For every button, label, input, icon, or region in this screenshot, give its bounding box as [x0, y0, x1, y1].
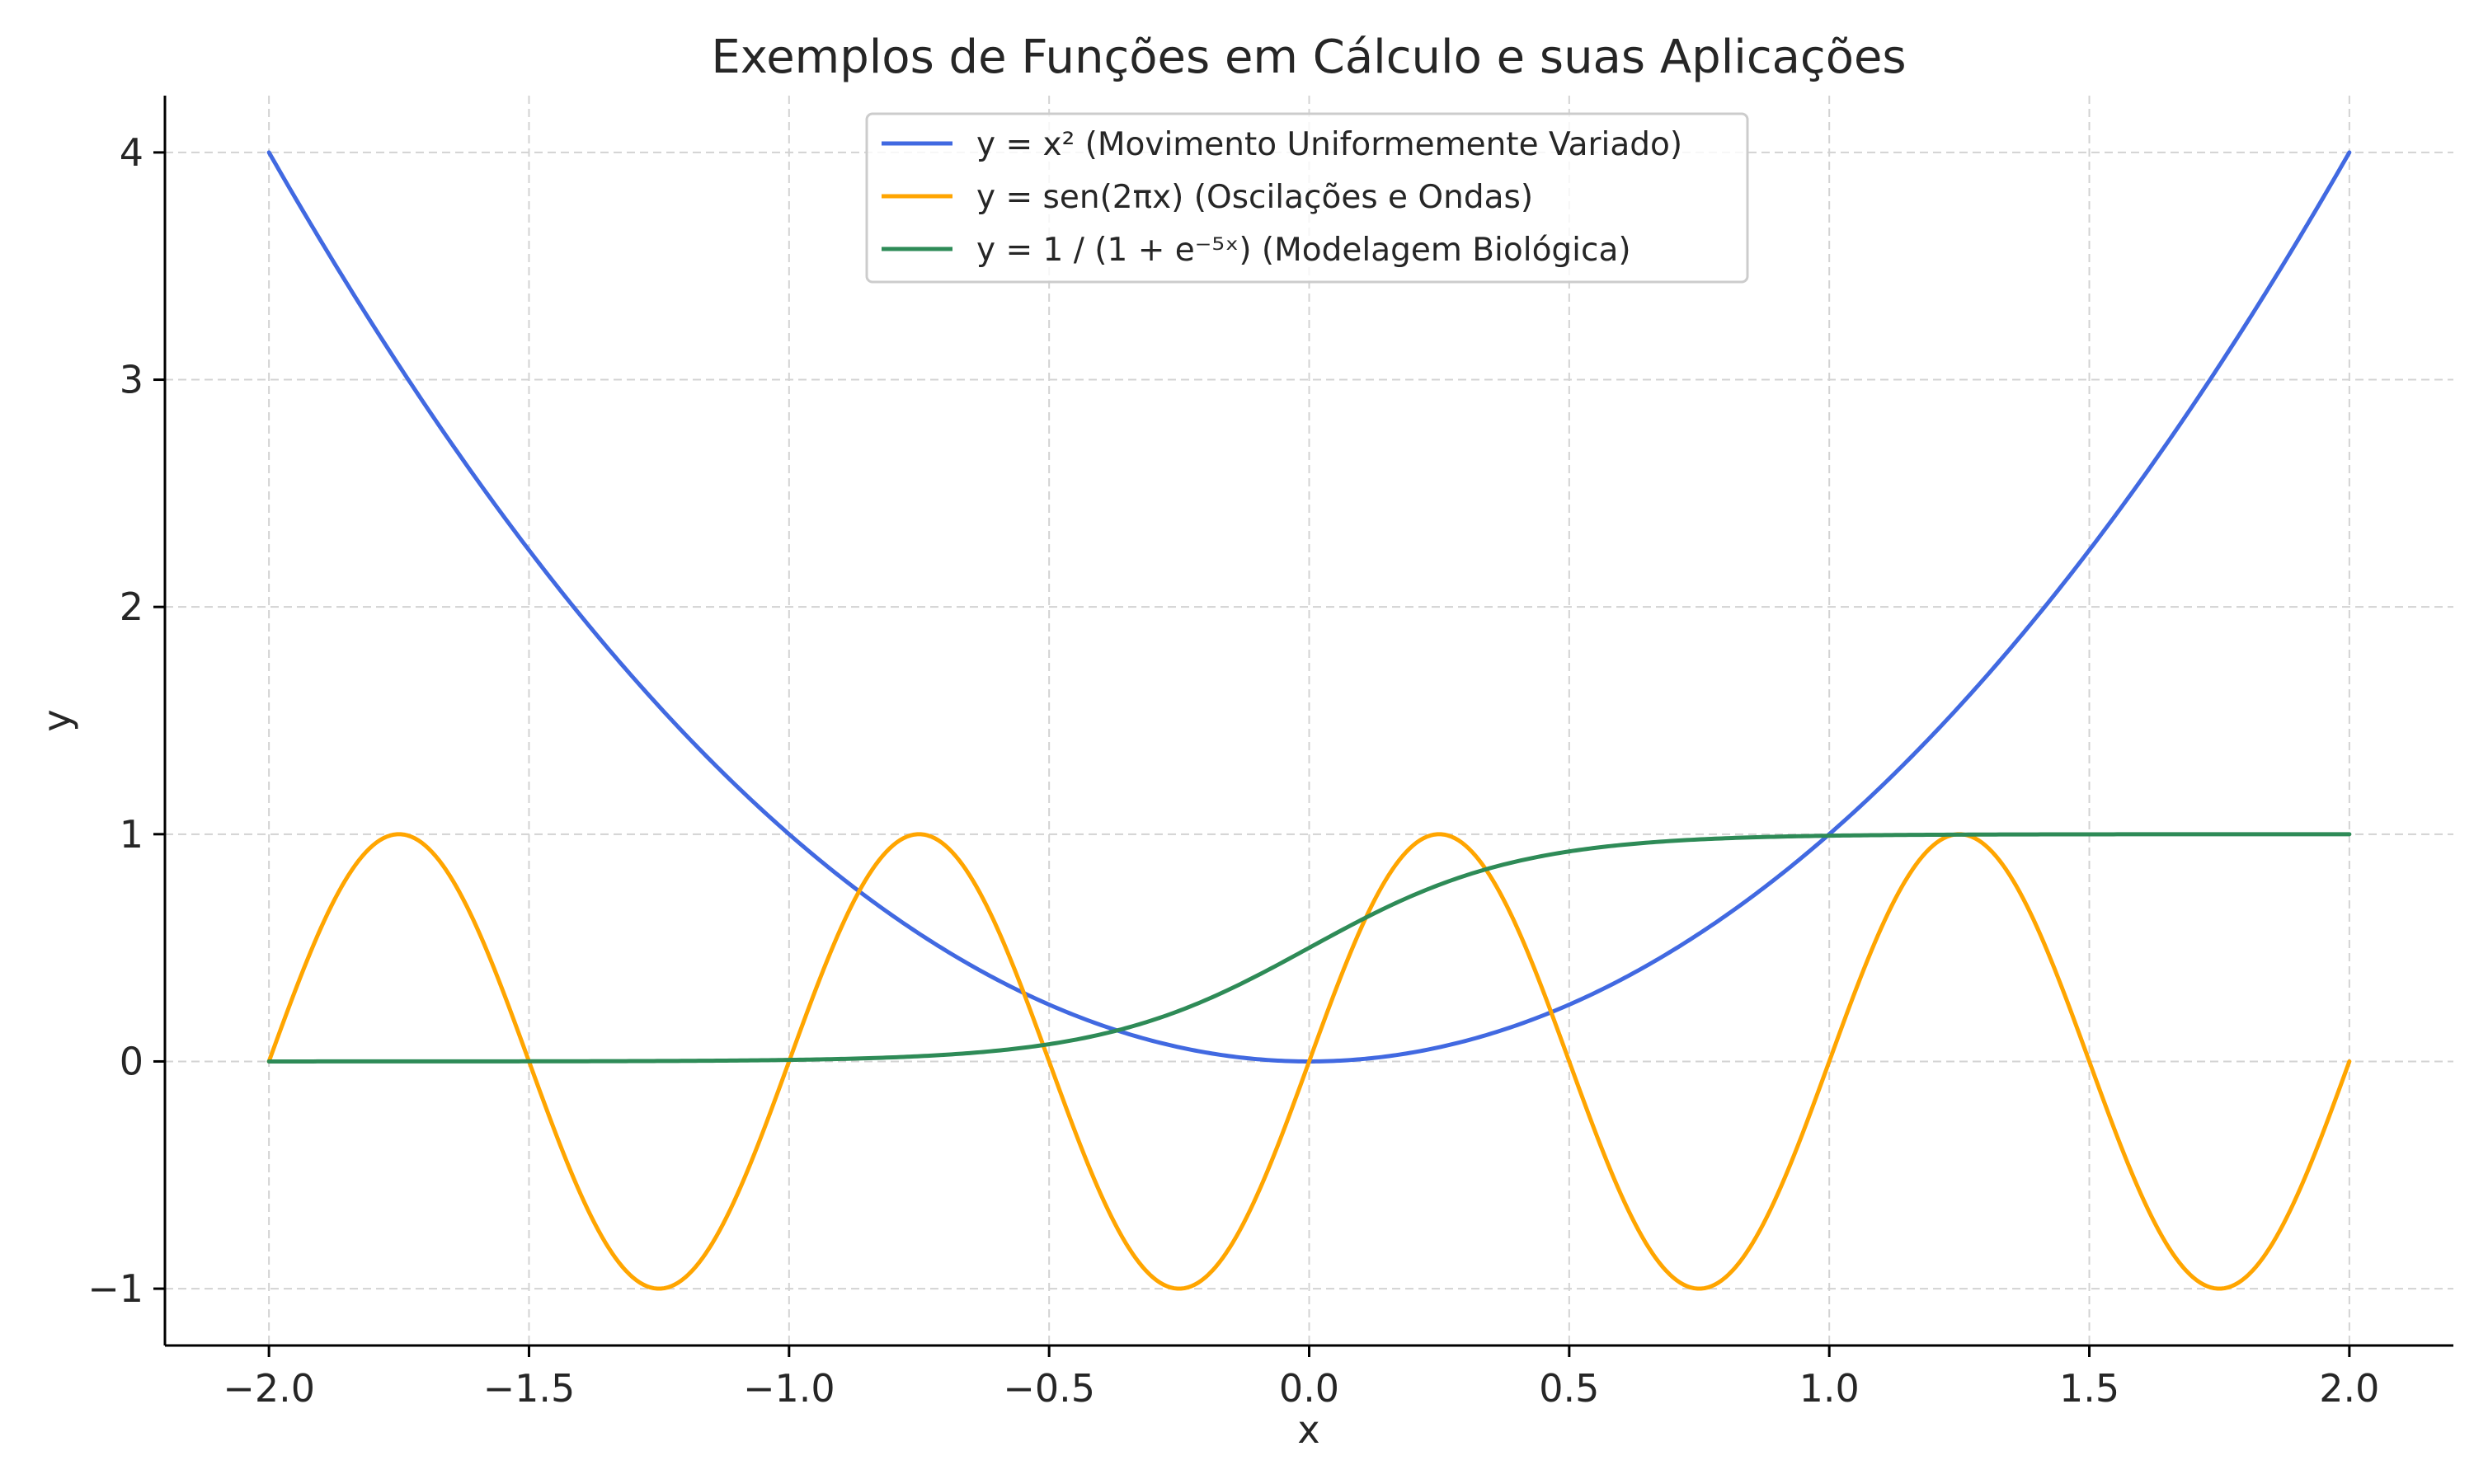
- x-tick-label: 1.0: [1799, 1366, 1860, 1411]
- x-tick-label: 1.5: [2059, 1366, 2119, 1411]
- chart-title: Exemplos de Funções em Cálculo e suas Ap…: [711, 31, 1906, 84]
- legend-label-3: y = 1 / (1 + e⁻⁵ˣ) (Modelagem Biológica): [976, 232, 1631, 269]
- y-axis-ticks: −1 0 1 2 3 4: [87, 130, 165, 1311]
- y-tick-label: 2: [120, 585, 143, 629]
- y-tick-label: −1: [87, 1266, 143, 1311]
- legend-label-2: y = sen(2πx) (Oscilações e Ondas): [976, 179, 1533, 216]
- legend: y = x² (Movimento Uniformemente Variado)…: [865, 112, 1749, 284]
- x-tick-label: −1.0: [743, 1366, 835, 1411]
- x-axis-label: x: [1297, 1407, 1319, 1452]
- x-tick-label: 0.5: [1539, 1366, 1599, 1411]
- y-tick-label: 0: [120, 1039, 143, 1083]
- x-axis-ticks: −2.0 −1.5 −1.0 −0.5 0.0 0.5 1.0 1.5 2.0: [223, 1345, 2379, 1411]
- y-tick-label: 4: [120, 130, 143, 175]
- series-line-2: [266, 832, 2352, 1291]
- y-axis-label: y: [35, 709, 79, 731]
- legend-label-1: y = x² (Movimento Uniformemente Variado): [976, 126, 1682, 163]
- legend-box: [865, 112, 1749, 284]
- y-tick-label: 1: [120, 812, 143, 857]
- x-tick-label: −0.5: [1003, 1366, 1095, 1411]
- series-line-3: [266, 832, 2352, 1064]
- x-tick-label: 0.0: [1279, 1366, 1339, 1411]
- x-tick-label: −1.5: [483, 1366, 576, 1411]
- plot-lines: [266, 150, 2352, 1291]
- y-tick-label: 3: [120, 358, 143, 402]
- x-tick-label: 2.0: [2319, 1366, 2379, 1411]
- x-tick-label: −2.0: [223, 1366, 315, 1411]
